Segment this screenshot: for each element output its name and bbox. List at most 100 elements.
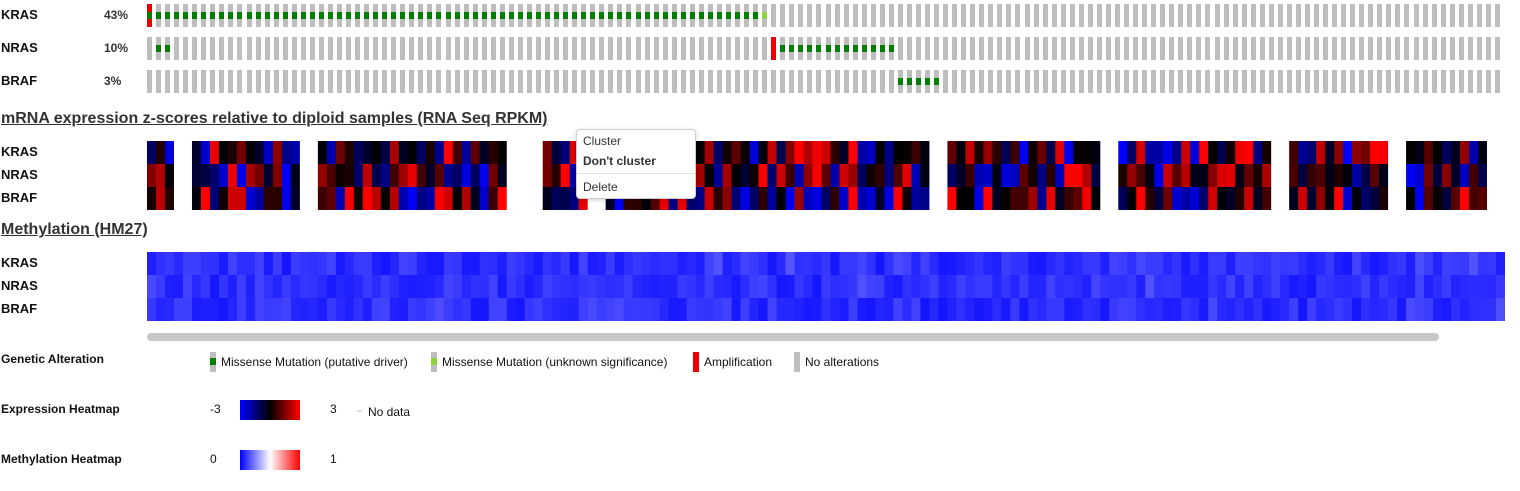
sample-cell[interactable]: [1060, 4, 1066, 27]
sample-cell[interactable]: [237, 37, 243, 60]
sample-cell[interactable]: [834, 4, 840, 27]
sample-cell[interactable]: [228, 70, 234, 93]
sample-cell[interactable]: [1440, 37, 1446, 60]
sample-cell[interactable]: [1223, 4, 1229, 27]
sample-cell[interactable]: [264, 4, 270, 27]
sample-cell[interactable]: [1105, 4, 1111, 27]
sample-cell[interactable]: [1449, 4, 1455, 27]
sample-cell[interactable]: [753, 70, 759, 93]
sample-cell[interactable]: [499, 4, 505, 27]
sample-cell[interactable]: [382, 70, 388, 93]
sample-cell[interactable]: [1485, 4, 1491, 27]
sample-cell[interactable]: [1187, 4, 1193, 27]
sample-cell[interactable]: [943, 37, 949, 60]
sample-cell[interactable]: [445, 37, 451, 60]
sample-cell[interactable]: [825, 37, 831, 60]
sample-cell[interactable]: [653, 70, 659, 93]
sample-cell[interactable]: [979, 37, 985, 60]
sample-cell[interactable]: [888, 37, 894, 60]
sample-cell[interactable]: [1350, 70, 1356, 93]
sample-cell[interactable]: [463, 4, 469, 27]
sample-cell[interactable]: [436, 4, 442, 27]
sample-cell[interactable]: [861, 37, 867, 60]
sample-cell[interactable]: [961, 4, 967, 27]
sample-cell[interactable]: [1323, 70, 1329, 93]
sample-cell[interactable]: [1467, 37, 1473, 60]
sample-cell[interactable]: [879, 4, 885, 27]
sample-cell[interactable]: [608, 4, 614, 27]
sample-cell[interactable]: [861, 4, 867, 27]
sample-cell[interactable]: [988, 70, 994, 93]
sample-cell[interactable]: [843, 70, 849, 93]
sample-cell[interactable]: [1205, 70, 1211, 93]
sample-cell[interactable]: [961, 70, 967, 93]
sample-cell[interactable]: [1133, 70, 1139, 93]
sample-cell[interactable]: [680, 4, 686, 27]
sample-cell[interactable]: [1359, 70, 1365, 93]
sample-cell[interactable]: [943, 4, 949, 27]
sample-cell[interactable]: [1449, 37, 1455, 60]
sample-cell[interactable]: [201, 70, 207, 93]
sample-cell[interactable]: [373, 37, 379, 60]
sample-cell[interactable]: [1241, 37, 1247, 60]
sample-cell[interactable]: [391, 4, 397, 27]
sample-cell[interactable]: [1114, 37, 1120, 60]
sample-cell[interactable]: [1259, 37, 1265, 60]
sample-cell[interactable]: [1087, 37, 1093, 60]
sample-cell[interactable]: [1259, 70, 1265, 93]
sample-cell[interactable]: [1286, 70, 1292, 93]
sample-cell[interactable]: [1214, 70, 1220, 93]
sample-cell[interactable]: [192, 4, 198, 27]
sample-cell[interactable]: [445, 70, 451, 93]
sample-cell[interactable]: [1142, 70, 1148, 93]
sample-cell[interactable]: [1295, 4, 1301, 27]
sample-cell[interactable]: [572, 4, 578, 27]
sample-cell[interactable]: [626, 37, 632, 60]
sample-cell[interactable]: [463, 37, 469, 60]
sample-cell[interactable]: [1286, 4, 1292, 27]
sample-cell[interactable]: [508, 37, 514, 60]
sample-cell[interactable]: [970, 4, 976, 27]
sample-cell[interactable]: [545, 37, 551, 60]
sample-cell[interactable]: [707, 4, 713, 27]
sample-cell[interactable]: [753, 4, 759, 27]
sample-cell[interactable]: [1431, 70, 1437, 93]
sample-cell[interactable]: [1087, 70, 1093, 93]
sample-cell[interactable]: [716, 4, 722, 27]
sample-cell[interactable]: [355, 4, 361, 27]
sample-cell[interactable]: [1196, 4, 1202, 27]
sample-cell[interactable]: [789, 4, 795, 27]
sample-cell[interactable]: [653, 4, 659, 27]
sample-cell[interactable]: [147, 4, 152, 27]
sample-cell[interactable]: [1205, 4, 1211, 27]
sample-cell[interactable]: [192, 37, 198, 60]
sample-cell[interactable]: [1467, 70, 1473, 93]
sample-cell[interactable]: [1060, 37, 1066, 60]
sample-cell[interactable]: [1096, 70, 1102, 93]
sample-cell[interactable]: [1277, 4, 1283, 27]
sample-cell[interactable]: [1395, 37, 1401, 60]
sample-cell[interactable]: [499, 37, 505, 60]
sample-cell[interactable]: [671, 4, 677, 27]
sample-cell[interactable]: [554, 37, 560, 60]
sample-cell[interactable]: [1295, 37, 1301, 60]
sample-cell[interactable]: [934, 4, 940, 27]
sample-cell[interactable]: [418, 70, 424, 93]
sample-cell[interactable]: [1241, 4, 1247, 27]
sample-cell[interactable]: [1422, 37, 1428, 60]
sample-cell[interactable]: [1160, 4, 1166, 27]
horizontal-scrollbar[interactable]: [147, 333, 1439, 341]
sample-cell[interactable]: [255, 4, 261, 27]
sample-cell[interactable]: [418, 4, 424, 27]
sample-cell[interactable]: [336, 37, 342, 60]
sample-cell[interactable]: [1105, 70, 1111, 93]
sample-cell[interactable]: [165, 70, 171, 93]
sample-cell[interactable]: [725, 70, 731, 93]
sample-cell[interactable]: [1024, 70, 1030, 93]
sample-cell[interactable]: [1259, 4, 1265, 27]
sample-cell[interactable]: [472, 37, 478, 60]
sample-cell[interactable]: [879, 70, 885, 93]
sample-cell[interactable]: [1196, 70, 1202, 93]
sample-cell[interactable]: [237, 70, 243, 93]
sample-cell[interactable]: [1232, 4, 1238, 27]
